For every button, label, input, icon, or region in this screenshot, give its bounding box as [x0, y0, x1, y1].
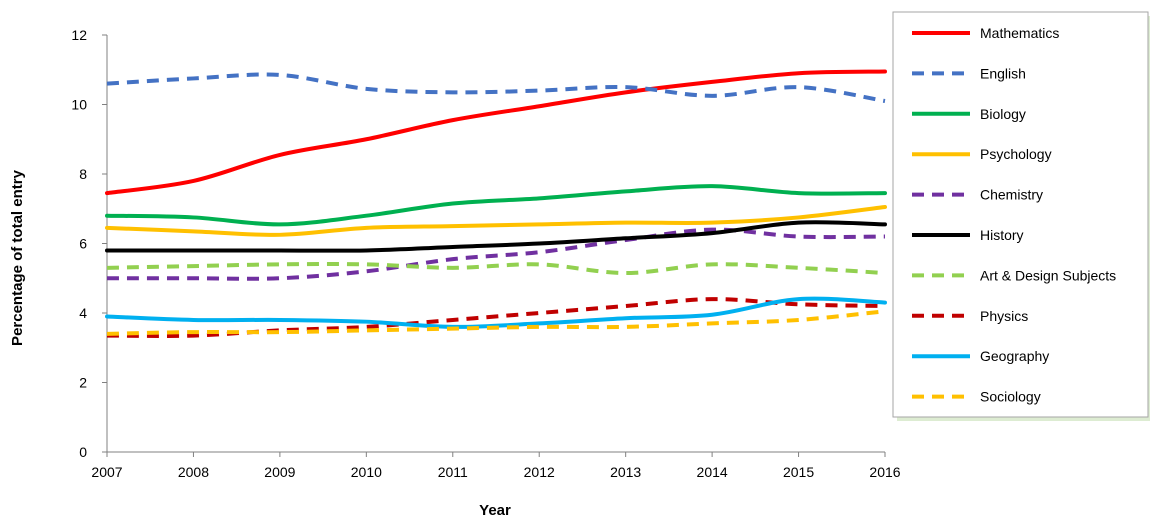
series-lines	[105, 69, 887, 338]
legend-entry: Physics	[980, 308, 1028, 324]
x-tick-label: 2015	[783, 464, 814, 480]
y-tick-label: 0	[79, 444, 87, 460]
x-axis-title: Year	[479, 502, 511, 517]
x-tick-label: 2010	[351, 464, 382, 480]
legend-entry: Geography	[980, 348, 1049, 364]
legend-entry: Biology	[980, 106, 1026, 122]
series-line-mathematics	[105, 69, 887, 196]
x-tick-label: 2008	[178, 464, 209, 480]
series-line-biology	[105, 184, 887, 227]
y-tick-label: 6	[79, 236, 87, 252]
x-tick-label: 2009	[264, 464, 295, 480]
x-tick-label: 2016	[869, 464, 900, 480]
series-line-sociology	[106, 309, 886, 336]
series-line-english	[106, 72, 886, 103]
x-tick-label: 2013	[610, 464, 641, 480]
y-axis: 0 2 4 6 8 10 12	[71, 27, 108, 460]
y-axis-title: Percentage of total entry	[9, 169, 26, 346]
legend-box	[892, 11, 1149, 418]
series-line-psychology	[105, 205, 887, 237]
legend-entry: Psychology	[980, 146, 1052, 162]
y-tick-label: 2	[79, 375, 87, 391]
x-tick-label: 2011	[438, 464, 468, 480]
series-line-history	[105, 220, 887, 253]
legend-entry: Mathematics	[980, 25, 1059, 41]
x-axis: 2007 2008 2009 2010 2011 2012 2013 2014 2015 2016	[91, 451, 901, 480]
y-tick-label: 10	[71, 97, 87, 113]
legend: Mathematics English Biology Psychology Chemi…	[892, 11, 1150, 421]
x-tick-label: 2012	[524, 464, 555, 480]
legend-entry: Sociology	[980, 389, 1041, 405]
legend-entry: English	[980, 65, 1026, 81]
x-tick-label: 2007	[91, 464, 122, 480]
y-tick-label: 4	[79, 305, 87, 321]
y-tick-label: 12	[71, 27, 87, 43]
y-tick-label: 8	[79, 166, 87, 182]
x-tick-label: 2014	[697, 464, 728, 480]
legend-entry: History	[980, 227, 1024, 243]
legend-entry: Chemistry	[980, 187, 1043, 203]
series-line-chemistry	[107, 227, 886, 281]
series-line-art-design-subjects	[106, 262, 886, 276]
legend-entry: Art & Design Subjects	[980, 267, 1116, 283]
